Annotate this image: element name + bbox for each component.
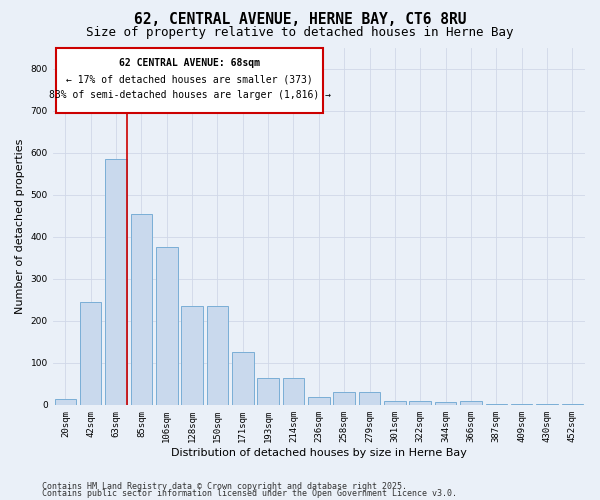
Bar [105, 159, 127, 405]
Bar [181, 306, 203, 405]
Bar [511, 404, 532, 405]
Bar [460, 400, 482, 405]
Bar [485, 404, 507, 405]
X-axis label: Distribution of detached houses by size in Herne Bay: Distribution of detached houses by size … [171, 448, 467, 458]
FancyBboxPatch shape [56, 48, 323, 112]
Bar [435, 402, 457, 405]
Text: ← 17% of detached houses are smaller (373): ← 17% of detached houses are smaller (37… [66, 75, 313, 85]
Bar [257, 378, 279, 405]
Bar [206, 306, 228, 405]
Bar [156, 247, 178, 405]
Text: 62, CENTRAL AVENUE, HERNE BAY, CT6 8RU: 62, CENTRAL AVENUE, HERNE BAY, CT6 8RU [134, 12, 466, 28]
Bar [308, 398, 329, 405]
Text: Size of property relative to detached houses in Herne Bay: Size of property relative to detached ho… [86, 26, 514, 39]
Text: 62 CENTRAL AVENUE: 68sqm: 62 CENTRAL AVENUE: 68sqm [119, 58, 260, 68]
Bar [283, 378, 304, 405]
Bar [562, 404, 583, 405]
Bar [232, 352, 254, 405]
Text: Contains HM Land Registry data © Crown copyright and database right 2025.: Contains HM Land Registry data © Crown c… [42, 482, 407, 491]
Bar [131, 214, 152, 405]
Y-axis label: Number of detached properties: Number of detached properties [15, 138, 25, 314]
Bar [80, 302, 101, 405]
Bar [409, 400, 431, 405]
Text: 83% of semi-detached houses are larger (1,816) →: 83% of semi-detached houses are larger (… [49, 90, 331, 100]
Text: Contains public sector information licensed under the Open Government Licence v3: Contains public sector information licen… [42, 489, 457, 498]
Bar [359, 392, 380, 405]
Bar [334, 392, 355, 405]
Bar [536, 404, 558, 405]
Bar [55, 398, 76, 405]
Bar [384, 400, 406, 405]
